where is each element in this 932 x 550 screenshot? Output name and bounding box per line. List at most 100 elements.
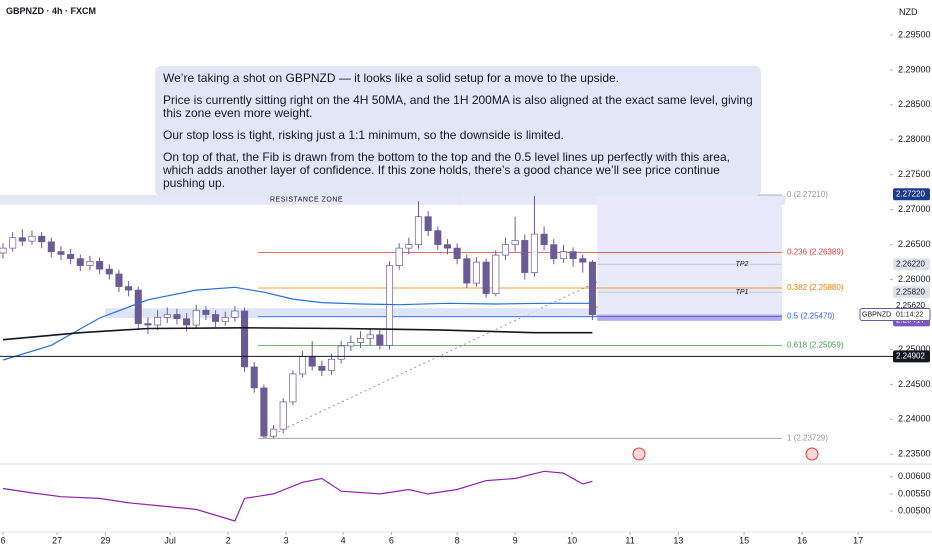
price-badge [893,188,930,201]
annotation-text: We’re taking a shot on GBPNZD — it looks… [163,71,619,85]
candle-body [67,254,75,259]
y-tick-label: 2.28000 [898,134,931,144]
candle-body [463,258,471,284]
fib-label: 0.382 (2.25880) [787,283,844,292]
candle-body [28,235,36,242]
resistance-zone-label: RESISTANCE ZONE [270,197,343,204]
y-tick-label: 2.24000 [898,414,931,424]
x-tick-label: 16 [797,535,807,545]
candle-body [38,235,46,243]
candle-body [96,261,104,270]
symbol-badge-countdown: 01:14:22 [896,311,923,318]
candle-body [395,247,403,266]
fib-label: 0.5 (2.25470) [787,312,835,321]
moving-average [2,286,593,361]
candle-body [0,247,7,254]
candle-body [231,310,239,318]
candle-body [173,314,181,320]
candle-body [579,258,587,263]
candle-body [443,244,452,249]
price-badge [893,286,930,299]
price-badge-label: 2.25820 [896,287,925,296]
price-badge-label: 2.26220 [896,259,925,268]
candle-body [472,261,481,284]
candle-body [212,314,220,322]
symbol-title: GBPNZD · 4h · FXCM [6,6,96,16]
candle-body [492,254,500,294]
candle-body [588,261,596,315]
candle-body [289,373,297,403]
fib-label: 0.618 (2.25059) [787,340,844,349]
x-tick-label: 6 [389,535,394,545]
fib-label: 1 (2.23729) [787,433,828,442]
x-tick-label: 9 [513,535,518,545]
candle-body [540,233,548,245]
candle-body [86,261,94,266]
candle-body [270,428,278,437]
candle-body [76,258,84,266]
candle-body [424,216,432,232]
candle-body [154,316,162,326]
osc-tick-label: 0.00600 [898,471,931,481]
price-badge [893,350,930,363]
x-tick-label: 13 [673,535,683,545]
event-icon[interactable] [805,447,819,461]
candle-body [521,240,529,273]
candle-body [9,237,17,249]
take-profit-label: TP1 [736,289,749,296]
x-tick-label: 8 [455,535,460,545]
candle-body [385,265,394,346]
candle-body [569,251,577,259]
candle-body [559,251,567,259]
fib-label: 0.236 (2.26389) [787,247,844,256]
candle-body [511,240,519,245]
candle-body [347,342,355,347]
x-tick-label: 29 [100,535,110,545]
candle-body [453,247,461,259]
price-badge-label: 2.27220 [896,189,925,198]
candle-body [260,387,268,437]
support-zone [105,308,705,319]
y-tick-label: 2.26500 [898,239,931,249]
candle-body [405,244,413,249]
candle-body [482,261,490,294]
annotation-text: On top of that, the Fib is drawn from th… [163,150,730,190]
candle-body [241,310,249,368]
candle-body [308,356,316,367]
symbol-badge [859,308,931,322]
currency: NZD [899,7,918,17]
x-tick-label: 15 [739,535,749,545]
idea-annotation: We’re taking a shot on GBPNZD — it looks… [155,66,761,196]
y-tick-label: 2.27500 [898,169,931,179]
candle-body [115,273,123,287]
x-tick-label: 3 [284,535,289,545]
osc-tick-label: 0.00500 [898,505,931,515]
x-tick-label: 10 [567,535,577,545]
position-target-area [597,195,782,315]
oscillator-line [2,470,593,522]
y-tick-label: 2.29500 [898,29,931,39]
candle-body [250,366,258,389]
candle-body [376,334,384,346]
resistance-zone [0,195,785,205]
price-badge-label: 2.25620 [896,301,925,310]
candle-body [318,365,326,371]
annotation-text: Our stop loss is tight, risking just a 1… [163,128,564,142]
candle-body [337,345,345,360]
candle-body [163,314,171,318]
candle-body [144,323,152,326]
candle-body [366,334,374,339]
event-icon[interactable] [632,447,646,461]
osc-tick-label: 0.00550 [898,488,931,498]
position-stop-area [597,314,782,321]
annotation-text: Price is currently sitting right on the … [163,93,753,120]
x-tick-label: 27 [52,535,62,545]
candle-body [221,316,229,322]
x-tick-label: 2 [226,535,231,545]
candle-body [47,241,55,252]
candle-body [125,286,133,291]
x-tick-label: Jul [164,535,176,545]
x-tick-label: 4 [341,535,346,545]
